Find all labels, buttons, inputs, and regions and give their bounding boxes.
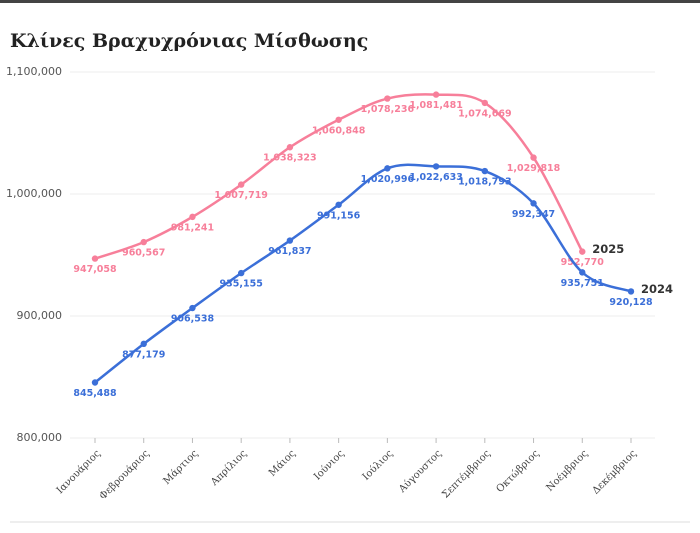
value-label: 1,060,848	[312, 125, 366, 136]
data-point	[91, 255, 99, 262]
series-label: 2024	[641, 282, 673, 296]
value-label: 947,058	[73, 264, 117, 275]
value-label: 1,020,996	[361, 174, 415, 185]
value-label: 935,155	[220, 279, 263, 290]
x-tick-label: Φεβρουάριος	[98, 448, 152, 502]
data-point	[237, 269, 245, 277]
value-label: 906,538	[171, 314, 215, 325]
value-label: 952,770	[561, 257, 605, 268]
x-tick-label: Ιούνιος	[312, 448, 347, 483]
data-point	[140, 238, 147, 246]
series-line	[94, 93, 584, 260]
value-label: 1,074,669	[458, 108, 512, 119]
x-tick-label: Σεπτέμβριος	[440, 448, 493, 501]
data-point	[579, 248, 586, 255]
y-tick-label: 1,000,000	[6, 187, 62, 200]
value-label: 845,488	[73, 388, 117, 399]
y-tick-label: 800,000	[17, 431, 63, 444]
value-label: 877,179	[122, 349, 165, 360]
data-point	[530, 154, 537, 161]
value-label: 992,347	[512, 209, 555, 220]
x-tick-label: Μάρτιος	[161, 448, 200, 487]
value-label: 1,022,633	[409, 172, 463, 183]
data-point	[481, 167, 489, 175]
data-point	[432, 163, 440, 170]
y-tick-label: 900,000	[17, 309, 63, 322]
data-point	[189, 304, 196, 312]
data-point	[335, 201, 342, 208]
value-label: 960,567	[122, 248, 165, 259]
value-label: 1,081,481	[409, 100, 463, 111]
series-label: 2025	[592, 242, 624, 256]
x-tick-label: Νοέμβριος	[544, 448, 590, 494]
top-bar	[0, 0, 700, 3]
value-label: 981,241	[171, 222, 214, 233]
x-tick-label: Αύγουστος	[396, 448, 444, 496]
data-point	[140, 340, 147, 348]
value-label: 991,156	[317, 210, 361, 221]
x-tick-label: Δεκέμβριος	[590, 448, 639, 497]
value-label: 961,837	[268, 246, 311, 257]
data-point	[91, 379, 99, 386]
data-point	[286, 144, 294, 151]
y-tick-label: 1,100,000	[6, 65, 62, 78]
x-tick-label: Ιανουάριος	[55, 448, 103, 496]
value-label: 935,751	[561, 278, 604, 289]
data-point	[530, 200, 537, 207]
data-point	[335, 116, 342, 123]
data-point	[384, 95, 391, 102]
x-tick-label: Ιούλιος	[361, 448, 396, 483]
data-point	[627, 288, 635, 295]
data-point	[237, 181, 245, 188]
data-point	[579, 269, 586, 276]
value-label: 920,128	[609, 297, 653, 308]
data-point	[384, 165, 391, 172]
chart-title: Κλίνες Βραχυχρόνιας Μίσθωσης	[10, 30, 368, 52]
data-point	[432, 91, 440, 98]
value-label: 1,078,236	[361, 104, 415, 115]
data-point	[286, 237, 294, 244]
data-point	[481, 99, 489, 107]
value-label: 1,038,323	[263, 153, 317, 164]
series-line	[94, 163, 632, 384]
data-point	[189, 213, 196, 221]
value-label: 1,018,793	[458, 177, 512, 188]
value-label: 1,029,818	[507, 163, 561, 174]
x-tick-label: Οκτώβριος	[495, 448, 542, 495]
x-tick-label: Μάιος	[267, 448, 298, 479]
x-tick-label: Απρίλιος	[208, 448, 249, 489]
value-label: 1,007,719	[214, 190, 268, 201]
